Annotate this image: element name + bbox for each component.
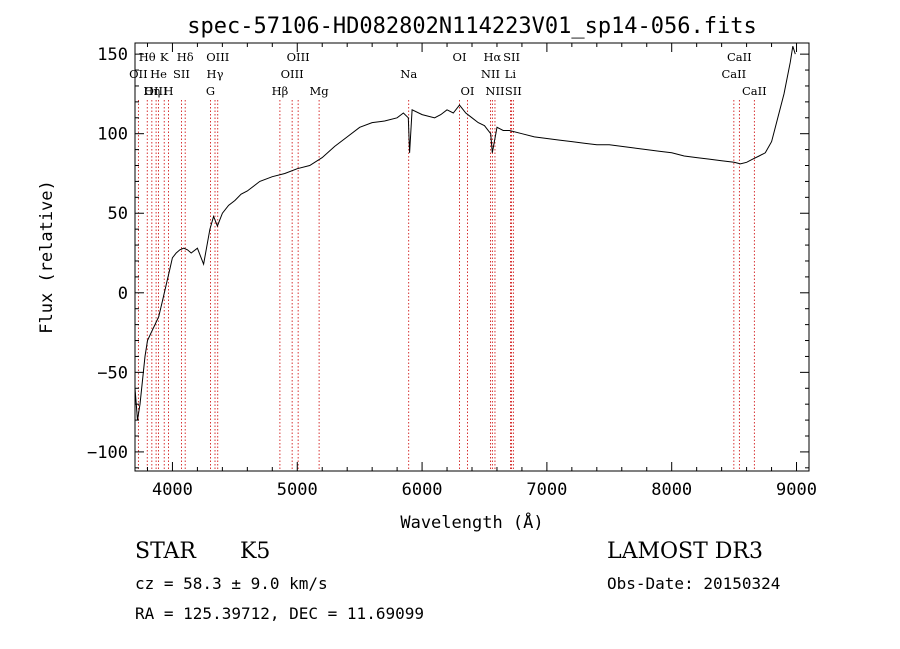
spectral-line-label: G — [206, 84, 215, 98]
spectral-line-label: SII — [503, 50, 520, 64]
plot-axes — [134, 42, 810, 472]
spectral-line-label: CaII — [727, 50, 752, 64]
spectral-line-label: CaII — [721, 67, 746, 81]
spectral-line-label: OIII — [145, 84, 168, 98]
spectral-line-label: Li — [505, 67, 517, 81]
x-tick-label: 7000 — [526, 480, 567, 500]
x-tick-label: 6000 — [402, 480, 443, 500]
survey-name: LAMOST DR3 — [607, 539, 763, 564]
spectral-line-label: He — [150, 67, 167, 81]
spectral-line-label: Na — [400, 67, 417, 81]
spectral-line-label: NII — [481, 67, 500, 81]
object-subclass: K5 — [240, 539, 271, 564]
spectral-line-label: H — [164, 84, 174, 98]
spectral-line-label: Hα — [483, 50, 501, 64]
spectral-line-label: OIII — [281, 67, 304, 81]
spectral-line-label: Mg — [310, 84, 330, 98]
spectral-line-label: OI — [453, 50, 467, 64]
spectral-line-label: SII — [173, 67, 190, 81]
spectral-line-label: CaII — [742, 84, 767, 98]
spectral-line-label: Hβ — [272, 84, 289, 98]
axis-ticks: 4000 5000 6000 7000 8000 9000 −100 −50 0 50 100 150 — [87, 43, 817, 500]
x-tick-label: 9000 — [776, 480, 817, 500]
spectral-line-label: OIII — [287, 50, 310, 64]
spectral-line-label: NII — [485, 84, 504, 98]
object-class: STAR — [135, 539, 196, 564]
y-tick-label: 0 — [118, 284, 128, 304]
y-tick-label: −50 — [97, 363, 128, 383]
spectral-line-label: K — [160, 50, 169, 64]
y-tick-label: 50 — [108, 204, 128, 224]
spectral-line-label: OII — [129, 67, 148, 81]
spectral-line-label: Hδ — [177, 50, 194, 64]
coordinates: RA = 125.39712, DEC = 11.69099 — [135, 604, 424, 623]
redshift-velocity: cz = 58.3 ± 9.0 km/s — [135, 574, 328, 593]
x-tick-label: 8000 — [651, 480, 692, 500]
y-tick-label: 150 — [97, 45, 128, 65]
observation-date: Obs-Date: 20150324 — [607, 574, 781, 593]
spectral-line-label: Hη — [143, 84, 160, 98]
plot-frame — [134, 42, 810, 472]
spectral-line-label: SII — [505, 84, 522, 98]
spectral-line-label: OIII — [206, 50, 229, 64]
y-axis-label: Flux (relative) — [37, 180, 57, 334]
spectral-line-label: Hθ — [139, 50, 156, 64]
spectrum-series-line — [134, 46, 796, 421]
spectral-line-label: OI — [461, 84, 475, 98]
chart-title: spec-57106-HD082802N114223V01_sp14-056.f… — [187, 14, 757, 39]
x-tick-label: 4000 — [152, 480, 193, 500]
y-tick-label: −100 — [87, 443, 128, 463]
y-tick-label: 100 — [97, 125, 128, 145]
x-axis-label: Wavelength (Å) — [400, 511, 543, 533]
spectral-line-label: Hγ — [207, 67, 224, 81]
x-tick-label: 5000 — [277, 480, 318, 500]
